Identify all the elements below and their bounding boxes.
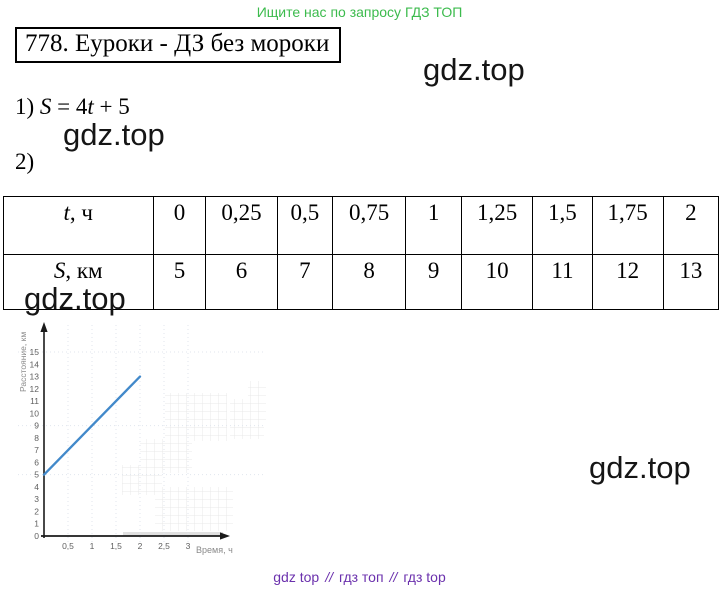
x-tick-label: 2,5: [158, 541, 170, 551]
watermark-gdz-top-2: gdz.top: [63, 117, 165, 152]
x-tick-label: 1: [90, 541, 95, 551]
faded-grid-watermark: [122, 381, 266, 536]
watermark-gdz-top-3: gdz.top: [24, 281, 126, 316]
x-tick-label: 2: [138, 541, 143, 551]
table-cell: 5: [152, 254, 207, 310]
row-header-t: t, ч: [3, 196, 154, 255]
watermark-gdz-top-1: gdz.top: [423, 52, 525, 87]
table-cell: 12: [591, 254, 664, 310]
table-cell: 1: [405, 196, 463, 255]
y-tick-label: 6: [34, 457, 39, 467]
y-tick-label: 10: [30, 408, 40, 418]
y-axis-arrow-icon: [40, 322, 48, 332]
x-axis-arrow-icon: [220, 532, 230, 540]
y-tick-label: 8: [34, 433, 39, 443]
table-cell: 0,5: [276, 196, 334, 255]
formula-step-1: 1) S = 4t + 5: [15, 94, 130, 119]
table-cell: 6: [205, 254, 278, 310]
y-tick-label: 14: [30, 359, 40, 369]
y-tick-label: 1: [34, 519, 39, 529]
y-tick-label: 15: [30, 347, 40, 357]
y-tick-label: 7: [34, 445, 39, 455]
x-tick-label: 0,5: [62, 541, 74, 551]
series-line: [42, 375, 142, 476]
table-cell: 1,5: [532, 196, 593, 255]
footer-link-2[interactable]: гдз топ: [338, 569, 384, 585]
step-1-label: 1): [15, 94, 40, 119]
table-cell: 13: [662, 254, 719, 310]
footer-links: gdz top // гдз топ // гдз top: [0, 569, 719, 585]
x-tick-label: 1,5: [110, 541, 122, 551]
table-cell: 2: [662, 196, 719, 255]
watermark-gdz-top-4: gdz.top: [589, 450, 691, 485]
formula-var-t: t: [87, 94, 94, 119]
table-cell: 1,75: [591, 196, 664, 255]
y-tick-label: 13: [30, 372, 40, 382]
footer-separator: //: [325, 569, 333, 585]
table-cell: 7: [276, 254, 334, 310]
y-tick-label: 3: [34, 494, 39, 504]
y-tick-label: 11: [30, 396, 39, 406]
table-cell: 0: [152, 196, 207, 255]
y-tick-label: 12: [30, 384, 40, 394]
y-tick-label: 9: [34, 421, 39, 431]
table-cell: 9: [405, 254, 463, 310]
title-box: 778. Еуроки - ДЗ без мороки: [15, 27, 342, 63]
y-tick-label: 4: [34, 482, 39, 492]
promo-banner: Ищите нас по запросу ГДЗ ТОП: [256, 4, 463, 20]
footer-link-3[interactable]: гдз top: [403, 569, 446, 585]
page-title: 778. Еуроки - ДЗ без мороки: [25, 30, 330, 57]
x-tick-label: 3: [186, 541, 191, 551]
y-axis-label: Расстояние, км: [18, 332, 28, 392]
step-2-label: 2): [15, 149, 35, 174]
table-cell: 11: [532, 254, 593, 310]
y-tick-label: 2: [34, 506, 39, 516]
table-cell: 10: [461, 254, 534, 310]
formula-var-s: S: [39, 94, 52, 119]
y-tick-label: 5: [34, 470, 39, 480]
table-cell: 8: [332, 254, 407, 310]
footer-separator: //: [389, 569, 398, 585]
footer-link-1[interactable]: gdz top: [273, 569, 320, 585]
table-row-t: t, ч 0 0,25 0,5 0,75 1 1,25 1,5 1,75 2: [3, 196, 719, 255]
y-tick-label: 0: [34, 531, 39, 541]
table-cell: 0,75: [332, 196, 407, 255]
table-row-s: S, км 5 6 7 8 9 10 11 12 13: [3, 254, 719, 310]
table-cell: 0,25: [205, 196, 278, 255]
row-header-s: S, км: [3, 254, 154, 310]
x-axis-label: Время, ч: [196, 545, 233, 555]
table-cell: 1,25: [461, 196, 534, 255]
